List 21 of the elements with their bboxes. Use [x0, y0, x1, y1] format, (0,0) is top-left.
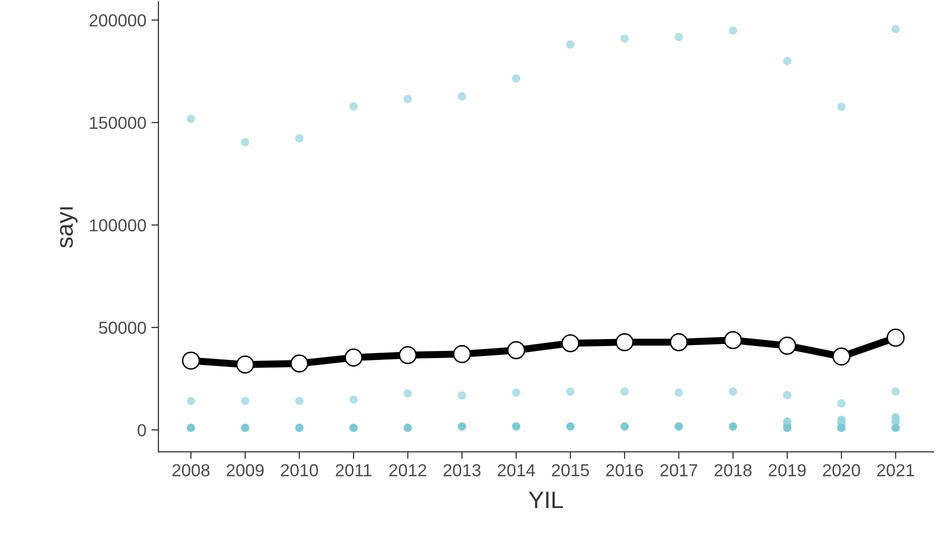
x-tick-label: 2008 — [172, 464, 210, 476]
y-tick-label: 100000 — [90, 219, 146, 232]
y-tick-label: 50000 — [99, 322, 146, 334]
x-tick-label: 2017 — [660, 464, 698, 476]
x-tick-label: 2010 — [280, 464, 318, 476]
x-tick-label: 2020 — [822, 464, 860, 476]
x-tick-label: 2012 — [389, 464, 426, 476]
x-tick-label: 2018 — [714, 464, 752, 476]
x-tick-label: 2016 — [606, 464, 644, 476]
x-tick-label: 2014 — [498, 464, 535, 476]
x-tick-label: 2015 — [552, 464, 589, 476]
x-tick-label: 2009 — [226, 464, 264, 476]
y-tick-label: 0 — [138, 424, 146, 436]
y-tick-label: 150000 — [90, 116, 146, 130]
y-tick-label: 200000 — [90, 14, 146, 27]
x-tick-label: 2021 — [877, 464, 914, 476]
x-axis-title: YIL — [528, 492, 563, 508]
x-tick-label: 2019 — [768, 464, 806, 476]
x-tick-label: 2011 — [336, 464, 372, 476]
x-tick-label: 2013 — [444, 464, 481, 476]
y-axis-title: sayı — [60, 207, 78, 248]
